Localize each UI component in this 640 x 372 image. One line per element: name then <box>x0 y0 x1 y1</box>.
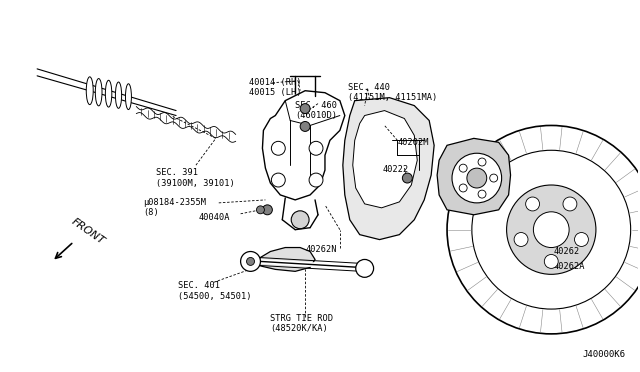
Circle shape <box>490 174 498 182</box>
Text: 40040A: 40040A <box>199 213 230 222</box>
Circle shape <box>246 257 255 265</box>
Circle shape <box>575 232 588 246</box>
Text: 40202M: 40202M <box>397 138 429 147</box>
Ellipse shape <box>106 80 112 107</box>
Circle shape <box>356 259 374 277</box>
Circle shape <box>533 212 569 247</box>
Polygon shape <box>262 91 345 200</box>
Text: 40262A: 40262A <box>553 262 585 272</box>
Polygon shape <box>437 138 511 215</box>
Circle shape <box>452 153 502 203</box>
Text: STRG TIE ROD
(48520K/KA): STRG TIE ROD (48520K/KA) <box>270 314 333 333</box>
Text: J40000K6: J40000K6 <box>582 350 626 359</box>
Text: 40222: 40222 <box>383 165 409 174</box>
Circle shape <box>403 173 412 183</box>
Ellipse shape <box>86 77 93 105</box>
Circle shape <box>271 141 285 155</box>
Polygon shape <box>255 247 315 271</box>
Circle shape <box>300 104 310 113</box>
Circle shape <box>525 197 540 211</box>
Circle shape <box>262 205 273 215</box>
Circle shape <box>309 173 323 187</box>
Circle shape <box>257 206 264 214</box>
Circle shape <box>478 190 486 198</box>
Text: FRONT: FRONT <box>70 217 107 247</box>
Ellipse shape <box>95 78 102 106</box>
Ellipse shape <box>115 82 122 108</box>
Text: SEC. 401
(54500, 54501): SEC. 401 (54500, 54501) <box>178 281 252 301</box>
Circle shape <box>447 125 640 334</box>
Circle shape <box>544 254 558 268</box>
Circle shape <box>309 141 323 155</box>
Text: SEC. 460
(46010D): SEC. 460 (46010D) <box>295 101 337 120</box>
Circle shape <box>459 164 467 172</box>
Text: SEC. 440
(41151M, 41151MA): SEC. 440 (41151M, 41151MA) <box>348 83 437 102</box>
Circle shape <box>459 184 467 192</box>
Ellipse shape <box>125 84 131 110</box>
Text: SEC. 391
(39100M, 39101): SEC. 391 (39100M, 39101) <box>156 168 235 187</box>
Circle shape <box>478 158 486 166</box>
Text: µ08184-2355M
(8): µ08184-2355M (8) <box>143 198 206 217</box>
Circle shape <box>507 185 596 274</box>
Text: 40014 (RH)
40015 (LH): 40014 (RH) 40015 (LH) <box>248 78 301 97</box>
Polygon shape <box>343 98 434 240</box>
Circle shape <box>291 211 309 229</box>
Circle shape <box>300 122 310 131</box>
Circle shape <box>467 168 487 188</box>
Circle shape <box>271 173 285 187</box>
Text: 40262N: 40262N <box>305 244 337 254</box>
Polygon shape <box>353 110 417 208</box>
Text: 40207: 40207 <box>473 180 499 189</box>
Circle shape <box>241 251 260 271</box>
Circle shape <box>514 232 528 246</box>
Circle shape <box>472 150 630 309</box>
Text: 40262: 40262 <box>553 247 579 256</box>
Circle shape <box>563 197 577 211</box>
